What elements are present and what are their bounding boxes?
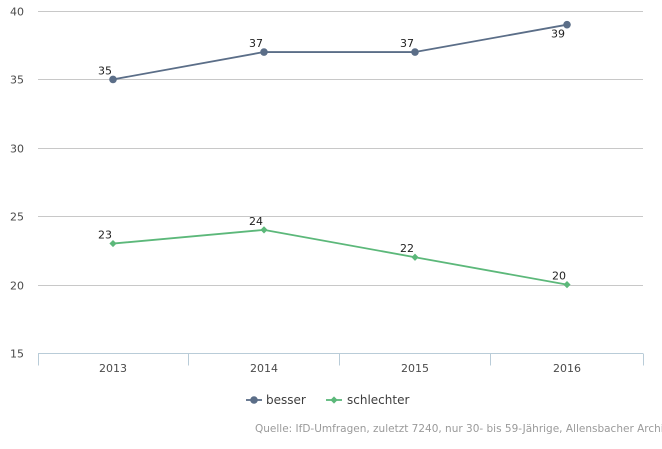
data-point-besser xyxy=(411,48,419,56)
grid-lines xyxy=(38,11,643,286)
series-layer xyxy=(109,20,571,289)
y-tick-label: 15 xyxy=(10,348,24,361)
data-label-schlechter: 24 xyxy=(249,215,263,228)
y-tick-label: 25 xyxy=(10,211,24,224)
data-label-schlechter: 20 xyxy=(552,270,566,283)
x-tick-label: 2014 xyxy=(250,362,278,375)
series-schlechter xyxy=(109,226,571,289)
legend-swatch-marker xyxy=(250,396,258,404)
data-point-schlechter xyxy=(563,281,571,289)
source-note: Quelle: IfD-Umfragen, zuletzt 7240, nur … xyxy=(255,423,662,435)
data-point-besser xyxy=(109,75,117,84)
legend-label: besser xyxy=(266,393,306,407)
y-tick-label: 20 xyxy=(10,280,24,293)
data-point-schlechter xyxy=(109,239,117,248)
legend: besser schlechter xyxy=(246,393,409,407)
x-axis: 2013 2014 2015 2016 xyxy=(38,353,644,375)
y-tick-label: 35 xyxy=(10,74,24,87)
x-tick-label: 2013 xyxy=(99,362,127,375)
data-label-besser: 37 xyxy=(400,37,414,50)
data-point-besser xyxy=(563,20,571,29)
legend-label: schlechter xyxy=(347,393,409,407)
x-tick-label: 2016 xyxy=(553,362,581,375)
data-labels: 35 37 37 39 23 24 22 20 xyxy=(98,28,566,283)
legend-item-schlechter[interactable]: schlechter xyxy=(326,393,409,407)
data-label-besser: 39 xyxy=(551,28,565,41)
y-axis: 15 20 25 30 35 40 xyxy=(10,6,24,361)
series-line-besser xyxy=(112,23,568,81)
legend-item-besser[interactable]: besser xyxy=(246,393,306,407)
data-label-besser: 35 xyxy=(98,64,112,77)
series-line-schlechter xyxy=(112,228,568,286)
data-label-schlechter: 23 xyxy=(98,229,112,242)
y-tick-label: 40 xyxy=(10,6,24,19)
data-point-schlechter xyxy=(260,226,268,234)
data-point-besser xyxy=(260,48,268,56)
data-label-besser: 37 xyxy=(249,37,263,50)
y-tick-label: 30 xyxy=(10,143,24,156)
data-point-schlechter xyxy=(411,253,419,261)
series-besser xyxy=(109,20,571,84)
x-tick-label: 2015 xyxy=(401,362,429,375)
data-label-schlechter: 22 xyxy=(400,242,414,255)
legend-swatch-marker xyxy=(330,396,338,404)
